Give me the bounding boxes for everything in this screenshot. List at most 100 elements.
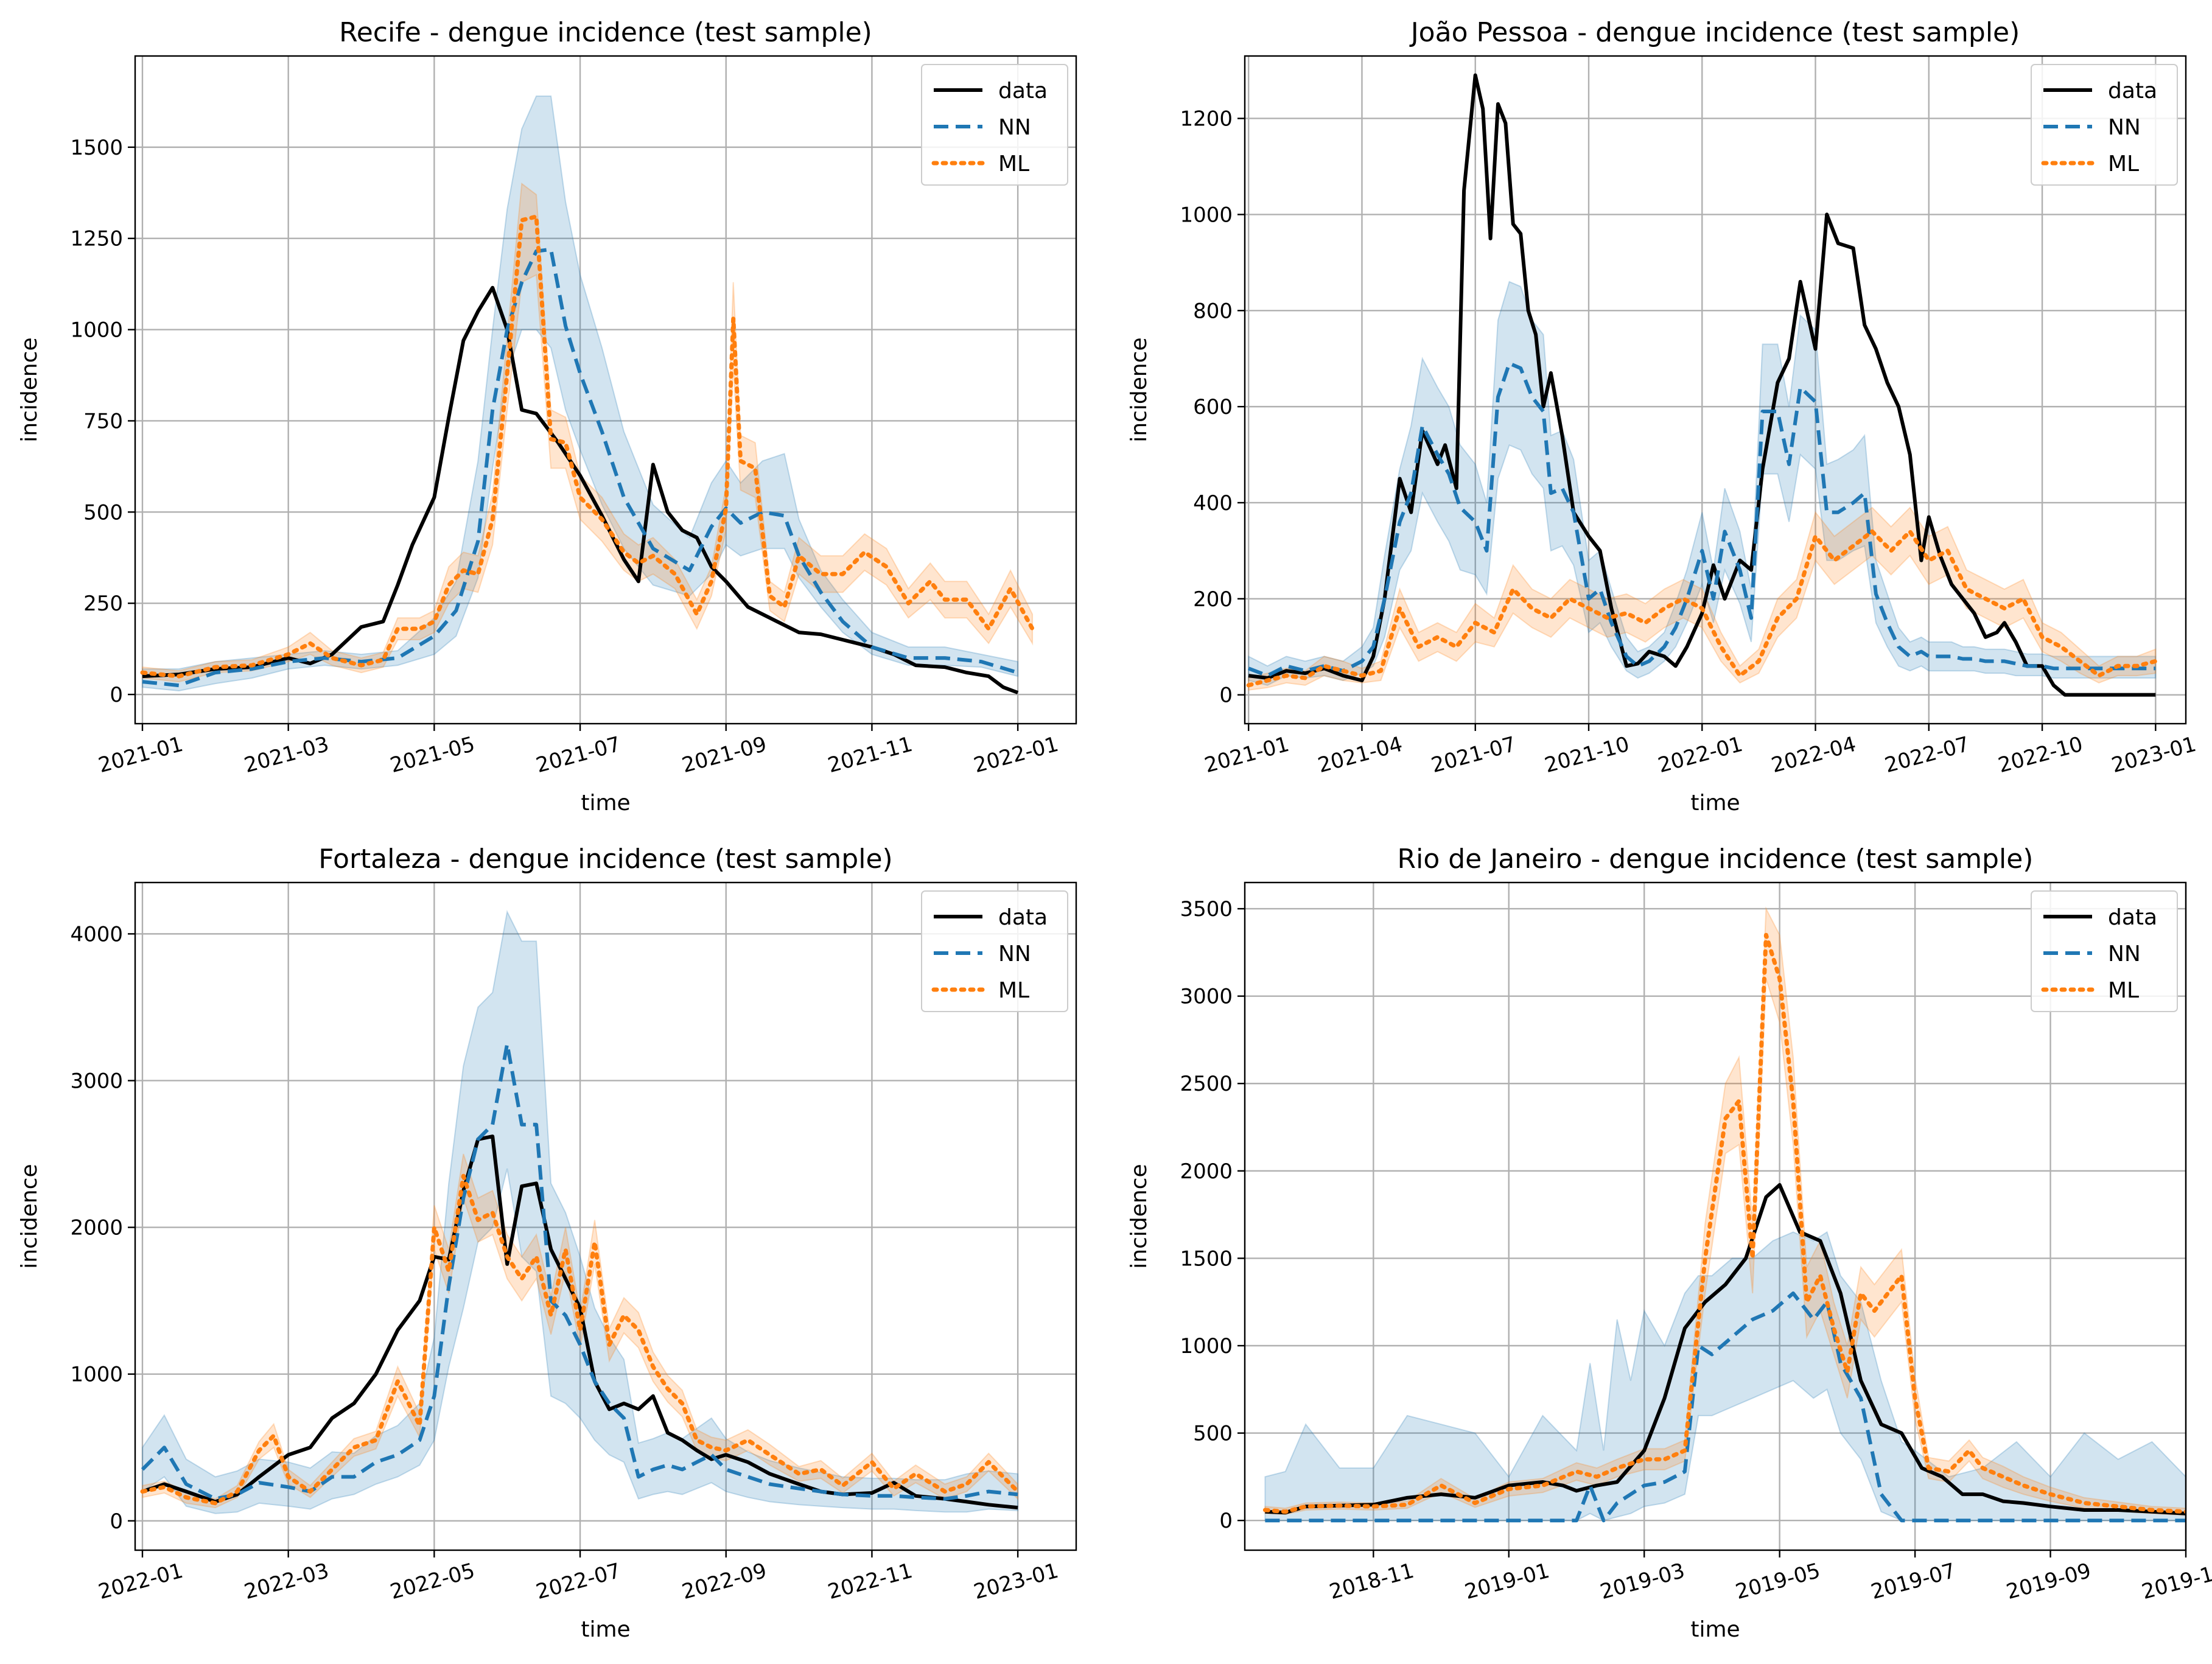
x-axis-label: time — [1690, 791, 1740, 816]
y-tick-label: 1000 — [1180, 1334, 1233, 1358]
x-tick-label: 2021-01 — [1202, 732, 1292, 778]
chart-title: João Pessoa - dengue incidence (test sam… — [1409, 17, 2020, 48]
legend-label-nn: NN — [998, 115, 1031, 140]
y-tick-label: 1000 — [1180, 203, 1233, 227]
y-tick-label: 200 — [1193, 587, 1233, 612]
x-tick-label: 2019-11 — [2139, 1559, 2212, 1604]
chart-title: Rio de Janeiro - dengue incidence (test … — [1398, 844, 2034, 875]
legend-label-nn: NN — [2108, 942, 2141, 967]
y-tick-label: 0 — [1219, 683, 1233, 708]
confidence-band-ml — [1248, 506, 2157, 691]
y-tick-label: 3000 — [1180, 985, 1233, 1009]
y-tick-label: 1000 — [70, 1363, 123, 1387]
axes-frame — [1244, 55, 2187, 725]
y-tick-label: 750 — [83, 409, 123, 433]
y-tick-label: 1500 — [70, 136, 123, 160]
series-line-data — [1248, 73, 2156, 697]
x-tick-label: 2022-09 — [679, 1559, 769, 1604]
y-tick-label: 0 — [1219, 1509, 1233, 1533]
x-tick-label: 2018-11 — [1327, 1559, 1417, 1604]
y-tick-label: 2000 — [1180, 1159, 1233, 1184]
chart-title: Fortaleza - dengue incidence (test sampl… — [318, 844, 892, 875]
y-tick-label: 1500 — [1180, 1246, 1233, 1271]
series-line-ml — [1262, 932, 2186, 1514]
plot-area — [140, 95, 1035, 694]
x-tick-label: 2021-01 — [96, 732, 186, 778]
x-tick-label: 2021-05 — [388, 732, 478, 778]
y-tick-label: 500 — [1193, 1422, 1233, 1446]
chart-panel-1: 0 250 500 750 1000 1250 1500 2021-01 2021-03 2021… — [17, 17, 1077, 816]
confidence-band-nn — [142, 910, 1019, 1514]
x-tick-label: 2019-05 — [1733, 1559, 1823, 1604]
confidence-band-ml — [142, 182, 1034, 683]
y-axis-label: incidence — [1127, 1164, 1152, 1268]
series-line-data — [1265, 1183, 2186, 1515]
y-axis-label: incidence — [17, 1164, 42, 1268]
y-axis-label: incidence — [1127, 337, 1152, 442]
y-tick-label: 800 — [1193, 299, 1233, 323]
x-tick-label: 2023-01 — [2109, 732, 2199, 778]
chart-panel-4: 0 500 1000 1500 2000 2500 3000 3500 2018-11 2019-… — [1127, 844, 2212, 1642]
legend: data NN ML — [921, 64, 1068, 186]
y-tick-label: 2000 — [70, 1216, 123, 1240]
axes-frame — [1244, 881, 2187, 1551]
series-line-data — [142, 1134, 1018, 1510]
legend-label-ml: ML — [2108, 152, 2139, 177]
series-line-nn — [1248, 362, 2156, 678]
x-tick-label: 2021-04 — [1315, 732, 1405, 778]
x-tick-label: 2019-07 — [1868, 1559, 1958, 1604]
x-tick-label: 2021-07 — [1429, 732, 1519, 778]
x-tick-label: 2021-09 — [679, 732, 769, 778]
legend-label-data: data — [2108, 79, 2157, 103]
x-tick-label: 2022-01 — [1656, 732, 1746, 778]
y-tick-label: 2500 — [1180, 1072, 1233, 1096]
x-axis-label: time — [581, 791, 630, 816]
y-tick-label: 3500 — [1180, 897, 1233, 921]
legend-box — [2031, 64, 2178, 186]
chart-panel-2: 0 200 400 600 800 1000 1200 2021-01 2021-04 2021-… — [1127, 17, 2199, 816]
x-tick-label: 2022-07 — [1882, 732, 1972, 778]
legend-label-data: data — [2108, 905, 2157, 930]
x-tick-label: 2021-10 — [1542, 732, 1632, 778]
legend-label-data: data — [998, 79, 1048, 103]
y-tick-label: 500 — [83, 500, 123, 525]
y-tick-label: 0 — [110, 683, 123, 707]
series-line-nn — [1265, 1291, 2186, 1523]
x-tick-label: 2022-01 — [971, 732, 1061, 778]
chart-panel-3: 0 1000 2000 3000 4000 2022-01 2022-03 2022-05 20… — [17, 844, 1077, 1642]
x-axis-label: time — [1690, 1617, 1740, 1642]
series-line-ml — [1246, 529, 2158, 688]
confidence-band-nn — [1264, 1231, 2186, 1522]
legend-box — [921, 890, 1068, 1012]
x-tick-label: 2022-03 — [242, 1559, 332, 1604]
y-tick-label: 3000 — [70, 1069, 123, 1093]
legend-label-nn: NN — [2108, 115, 2141, 140]
y-tick-label: 1000 — [70, 318, 123, 343]
plot-area — [1262, 906, 2186, 1523]
x-tick-label: 2022-05 — [388, 1559, 478, 1604]
x-tick-label: 2019-01 — [1462, 1559, 1552, 1604]
x-tick-label: 2019-09 — [2004, 1559, 2094, 1604]
series-line-ml — [140, 214, 1035, 679]
legend: data NN ML — [921, 890, 1068, 1012]
plot-area — [1246, 73, 2158, 697]
y-tick-label: 250 — [83, 592, 123, 616]
legend-label-ml: ML — [998, 978, 1029, 1003]
x-tick-label: 2021-03 — [242, 732, 332, 778]
legend: data NN ML — [2031, 64, 2178, 186]
x-tick-label: 2022-10 — [1995, 732, 2085, 778]
axes-frame — [134, 55, 1077, 725]
legend-box — [2031, 890, 2178, 1012]
chart-title: Recife - dengue incidence (test sample) — [339, 17, 872, 48]
x-axis-label: time — [581, 1617, 630, 1642]
legend-label-data: data — [998, 905, 1048, 930]
confidence-band-nn — [142, 95, 1019, 692]
legend-label-ml: ML — [2108, 978, 2139, 1003]
plot-area — [140, 910, 1020, 1514]
legend-label-ml: ML — [998, 152, 1029, 177]
series-line-nn — [142, 247, 1018, 688]
x-tick-label: 2022-11 — [825, 1559, 915, 1604]
x-tick-label: 2022-01 — [96, 1559, 186, 1604]
y-tick-label: 600 — [1193, 395, 1233, 419]
